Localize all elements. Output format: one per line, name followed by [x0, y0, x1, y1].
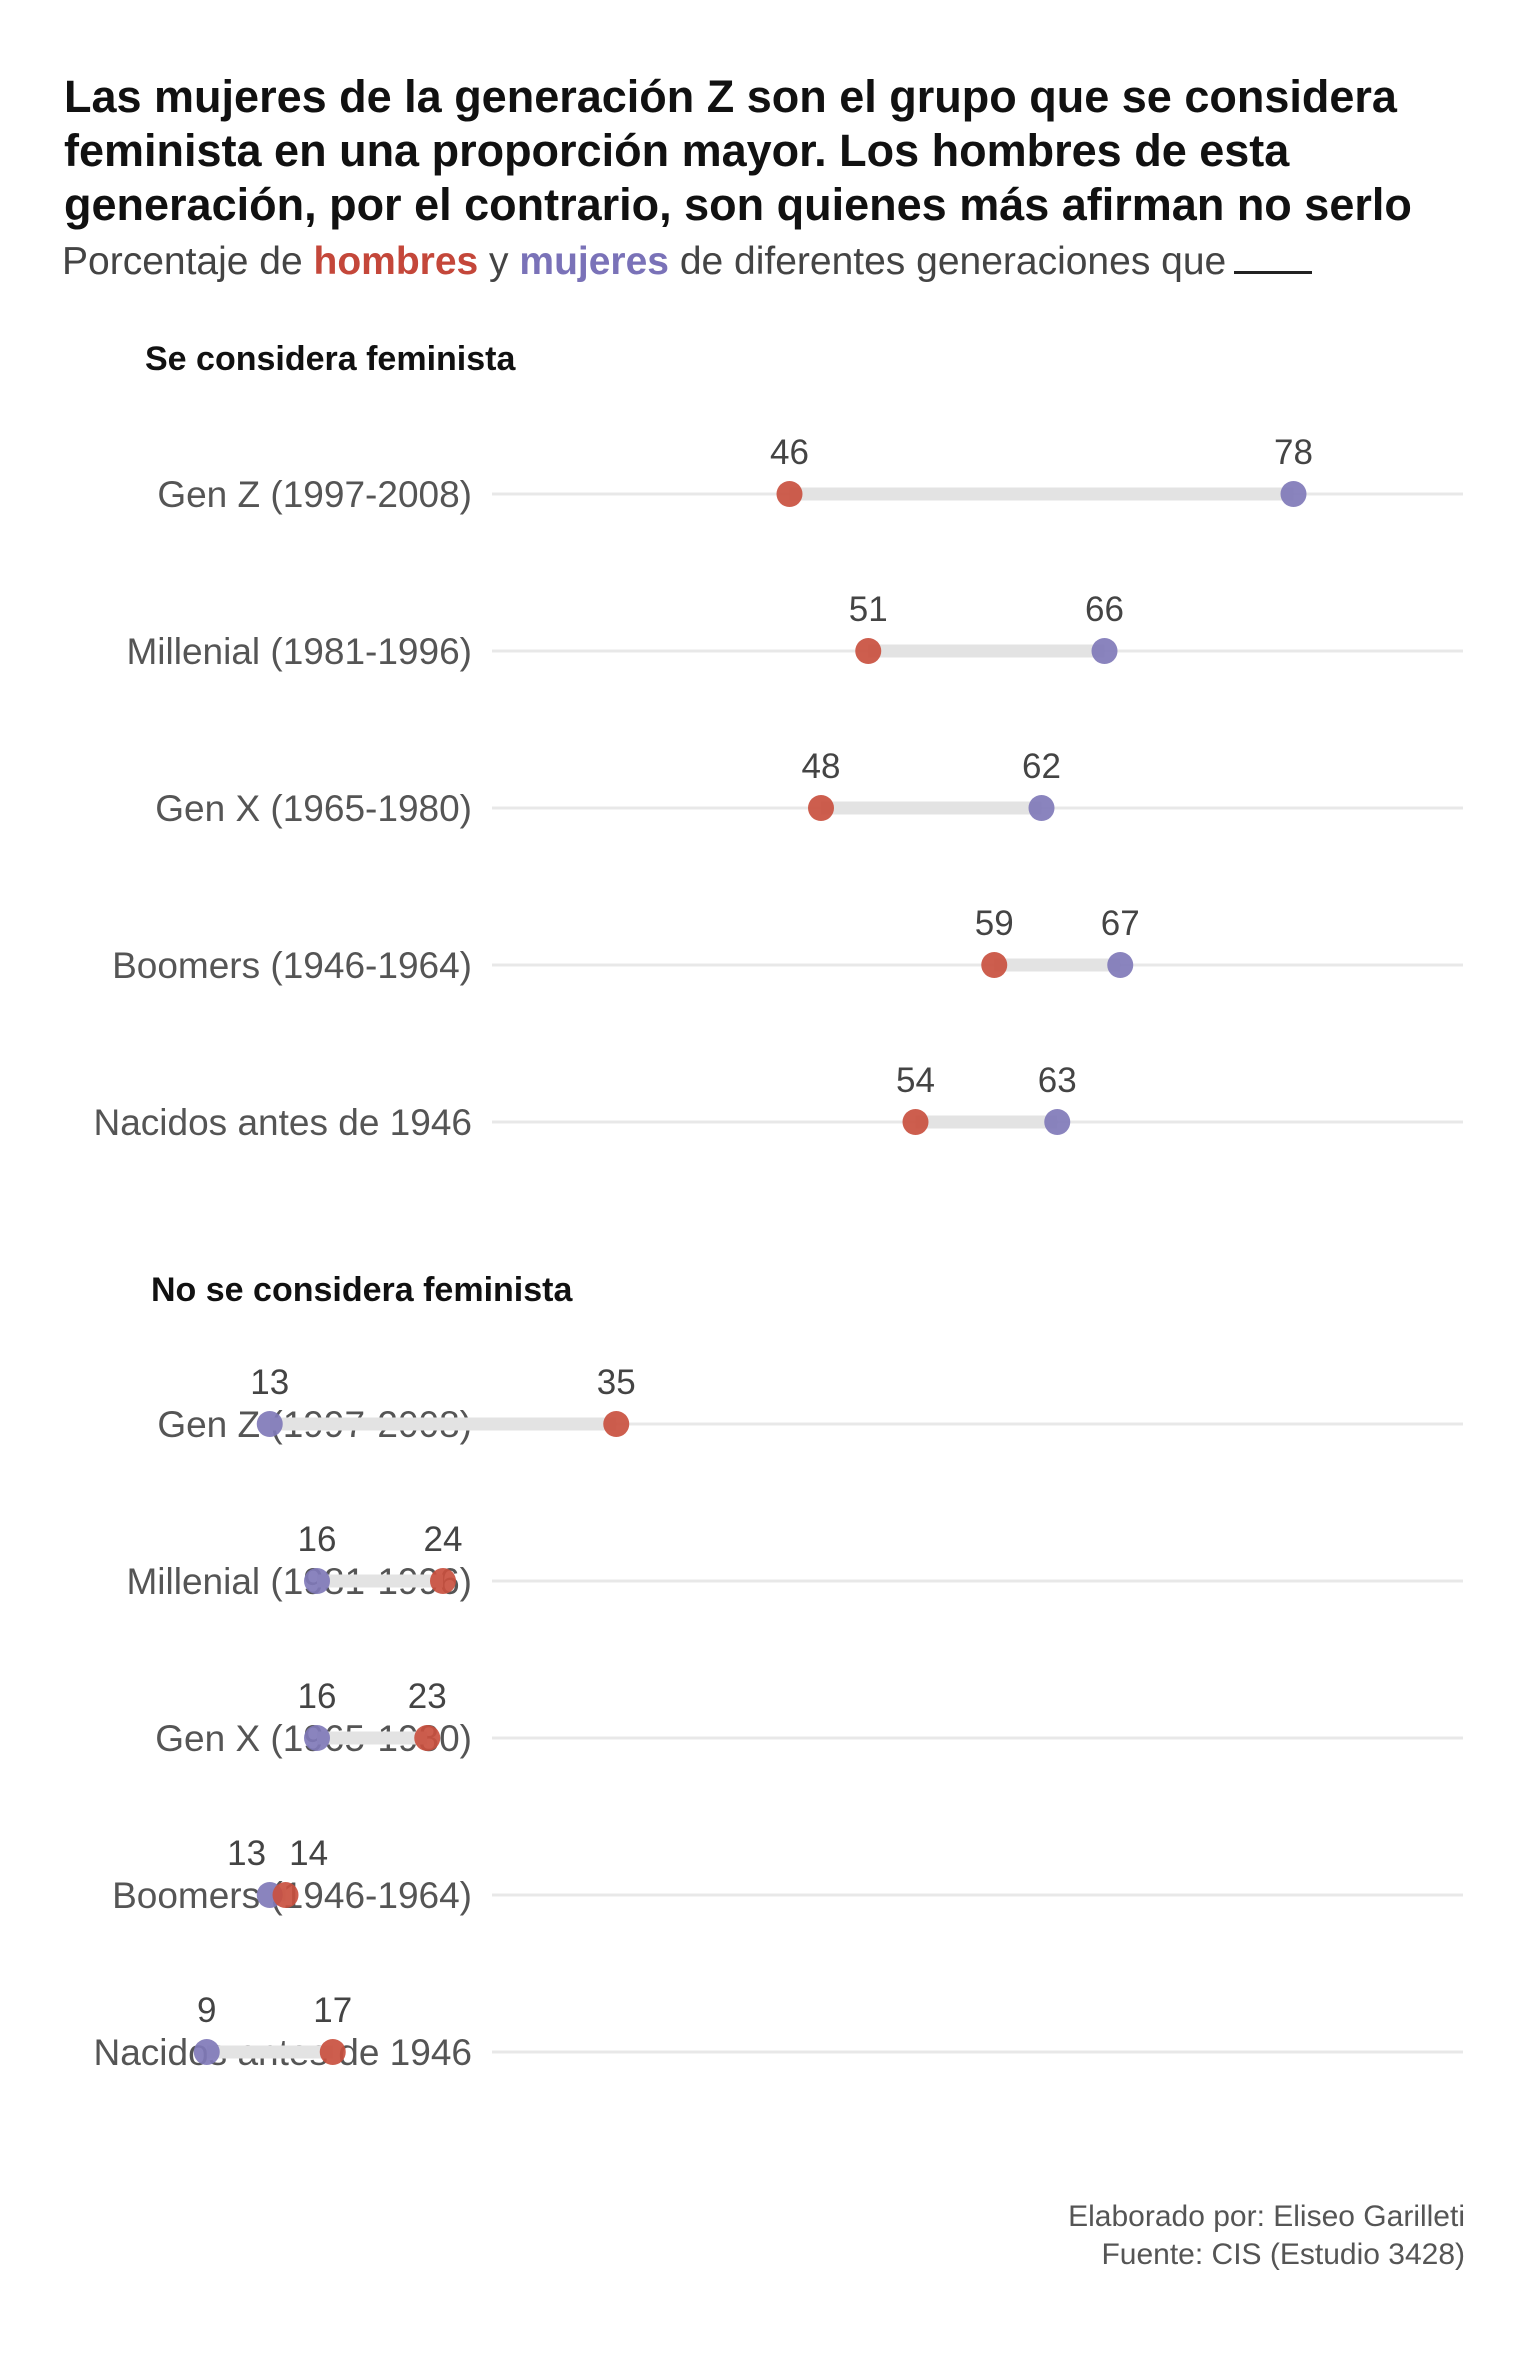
men-dot	[319, 2039, 346, 2065]
row-label: Millenial (1981-1996)	[126, 631, 472, 672]
women-value-label: 63	[1038, 1061, 1077, 1100]
chart-title: Las mujeres de la generación Z son el gr…	[64, 71, 1412, 230]
men-value-label: 46	[770, 433, 809, 472]
men-value-label: 23	[408, 1677, 447, 1716]
men-value-label: 35	[597, 1363, 636, 1402]
men-dot	[414, 1725, 441, 1751]
men-dot	[776, 481, 803, 507]
subtitle-prefix: Porcentaje de	[62, 240, 314, 283]
women-dot	[193, 2039, 220, 2065]
men-dot	[981, 952, 1008, 978]
men-value-label: 17	[313, 1991, 352, 2030]
women-dot	[1107, 952, 1134, 978]
women-dot	[1091, 638, 1118, 664]
subtitle-middle: y	[478, 240, 520, 283]
subtitle-suffix: de diferentes generaciones que	[668, 240, 1227, 283]
men-value-label: 14	[289, 1834, 328, 1873]
blank-underline	[1234, 241, 1313, 274]
row-label: Gen Z (1997-2008)	[157, 474, 472, 515]
credit-source: Fuente: CIS (Estudio 3428)	[1101, 2238, 1465, 2271]
women-value-label: 62	[1022, 747, 1061, 786]
women-dot	[1044, 1109, 1071, 1135]
men-value-label: 24	[424, 1520, 463, 1559]
women-value-label: 9	[197, 1991, 216, 2030]
men-value-label: 59	[975, 904, 1014, 943]
women-value-label: 13	[227, 1834, 266, 1873]
men-dot	[272, 1882, 299, 1908]
panel-title: Se considera feminista	[145, 340, 516, 378]
panel-title: No se considera feminista	[151, 1271, 573, 1309]
chart-subtitle: Porcentaje de hombres y mujeres de difer…	[62, 236, 1484, 288]
women-dot	[304, 1568, 330, 1594]
men-value-label: 54	[896, 1061, 935, 1100]
chart-header: Las mujeres de la generación Z son el gr…	[62, 70, 1484, 288]
men-value-label: 48	[802, 747, 841, 786]
row-label: Nacidos antes de 1946	[94, 1102, 473, 1143]
chart-credits: Elaborado por: Eliseo Garilleti Fuente: …	[1068, 2198, 1465, 2274]
row-label: Gen X (1965-1980)	[155, 788, 472, 829]
women-value-label: 16	[298, 1677, 337, 1716]
women-value-label: 16	[298, 1520, 337, 1559]
men-value-label: 51	[849, 590, 888, 629]
women-dot	[304, 1725, 330, 1751]
row-label: Boomers (1946-1964)	[112, 945, 472, 986]
women-dot	[1280, 481, 1307, 507]
women-dot	[256, 1411, 283, 1437]
credit-author: Elaborado por: Eliseo Garilleti	[1068, 2200, 1465, 2233]
women-value-label: 13	[250, 1363, 289, 1402]
women-dot	[1028, 795, 1055, 821]
women-value-label: 66	[1085, 590, 1124, 629]
legend-men: hombres	[313, 240, 479, 283]
men-dot	[855, 638, 882, 664]
men-dot	[430, 1568, 456, 1594]
women-value-label: 78	[1274, 433, 1313, 472]
legend-women: mujeres	[519, 240, 669, 283]
men-dot	[808, 795, 834, 821]
men-dot	[902, 1109, 929, 1135]
women-value-label: 67	[1101, 904, 1140, 943]
men-dot	[603, 1411, 630, 1437]
